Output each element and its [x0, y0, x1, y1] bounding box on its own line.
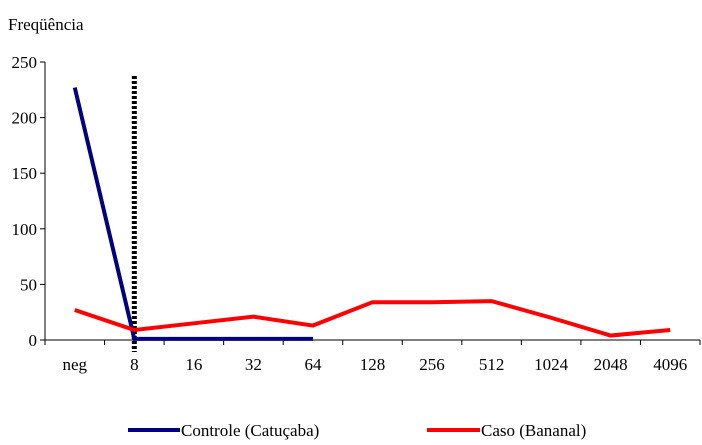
y-axis-label: Freqüência — [8, 15, 84, 34]
x-tick-label: 128 — [360, 355, 386, 374]
axes — [44, 62, 700, 341]
x-tick-label: 32 — [245, 355, 262, 374]
legend-label-0: Controle (Catuçaba) — [181, 421, 319, 440]
x-tick-label: neg — [62, 355, 87, 374]
legend: Controle (Catuçaba) Caso (Bananal) — [128, 421, 586, 440]
x-tick-label: 256 — [419, 355, 445, 374]
series-line-0 — [72, 87, 313, 341]
x-tick-label: 512 — [479, 355, 505, 374]
y-tick-label: 150 — [12, 164, 38, 183]
x-ticks: neg 8 16 32 64 128 256 512 1024 2048 4096 — [44, 340, 701, 374]
y-ticks: 0 50 100 150 200 250 — [12, 53, 45, 350]
x-tick-label: 4096 — [653, 355, 687, 374]
y-tick-label: 250 — [12, 53, 38, 72]
x-tick-label: 8 — [130, 355, 139, 374]
y-tick-label: 200 — [12, 109, 38, 128]
series-line-1 — [74, 299, 671, 338]
x-tick-label: 16 — [185, 355, 202, 374]
x-tick-label: 1024 — [534, 355, 569, 374]
y-tick-label: 100 — [12, 220, 38, 239]
series-group — [72, 87, 671, 341]
x-tick-label: 2048 — [594, 355, 628, 374]
y-tick-label: 50 — [20, 275, 37, 294]
y-tick-label: 0 — [29, 331, 38, 350]
legend-label-1: Caso (Bananal) — [481, 421, 586, 440]
x-tick-label: 64 — [304, 355, 322, 374]
